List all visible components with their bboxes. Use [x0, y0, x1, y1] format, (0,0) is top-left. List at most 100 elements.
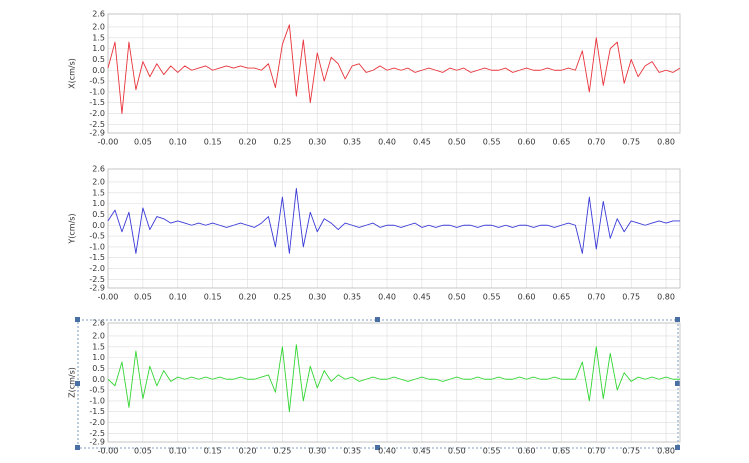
x-tick-label: 0.80 [657, 138, 675, 147]
signal-line [107, 24, 681, 114]
y-tick-label: -1.5 [89, 98, 105, 107]
y-tick-label: -2.5 [89, 120, 105, 129]
x-tick-label: 0.10 [169, 447, 187, 456]
x-tick-label: 0.80 [657, 447, 675, 456]
y-tick-label: 1.5 [92, 188, 105, 197]
x-tick-label: 0.15 [204, 293, 222, 302]
y-tick-label: -2.9 [89, 438, 105, 447]
y-tick-label: 2.0 [92, 331, 105, 340]
y-tick-label: 2.0 [92, 177, 105, 186]
y-tick-label: 1.0 [92, 353, 105, 362]
signal-line [107, 188, 680, 254]
x-tick-label: 0.35 [343, 447, 361, 456]
handle [675, 317, 680, 322]
x-tick-label: 0.40 [378, 293, 396, 302]
x-tick-label: 0.60 [518, 447, 536, 456]
y-tick-label: -1.0 [89, 242, 105, 251]
handle [75, 317, 80, 322]
x-tick-label: 0.10 [169, 293, 187, 302]
y-tick-label: -2.9 [89, 129, 105, 138]
x-tick-label: 0.80 [657, 293, 675, 302]
x-tick-label: 0.30 [308, 293, 326, 302]
x-tick-label: 0.70 [587, 293, 605, 302]
y-tick-label: 0.0 [92, 66, 105, 75]
y-tick-label: -0.5 [89, 386, 105, 395]
y-tick-label: -1.0 [89, 87, 105, 96]
handle [675, 445, 680, 450]
x-tick-label: -0.00 [98, 447, 119, 456]
x-tick-label: 0.05 [134, 138, 152, 147]
y-axis-label: X(cm/s) [68, 58, 77, 89]
x-tick-label: 0.75 [622, 447, 640, 456]
handle [375, 317, 380, 322]
plot-frame [107, 13, 681, 134]
plot-frame [107, 168, 681, 289]
x-tick-label: 0.30 [308, 138, 326, 147]
y-tick-label: 1.5 [92, 33, 105, 42]
y-tick-label: 0.5 [92, 55, 105, 64]
handle [75, 381, 80, 386]
y-tick-label: -2.0 [89, 418, 105, 427]
x-tick-label: 0.35 [343, 138, 361, 147]
y-tick-label: 1.5 [92, 342, 105, 351]
x-tick-label: 0.25 [273, 447, 291, 456]
handle [75, 445, 80, 450]
x-tick-label: 0.05 [134, 447, 152, 456]
x-tick-label: 0.40 [378, 138, 396, 147]
x-tick-label: 0.55 [483, 293, 501, 302]
y-tick-label: -2.5 [89, 275, 105, 284]
y-tick-label: -1.5 [89, 407, 105, 416]
x-tick-label: 0.25 [273, 293, 291, 302]
x-tick-label: 0.45 [413, 447, 431, 456]
y-tick-label: 1.0 [92, 44, 105, 53]
x-tick-label: 0.15 [204, 447, 222, 456]
plot-frame [107, 322, 681, 443]
y-axis-label: Z(cm/s) [68, 367, 77, 398]
x-tick-label: 0.25 [273, 138, 291, 147]
x-tick-label: -0.00 [98, 293, 119, 302]
y-tick-label: 2.0 [92, 22, 105, 31]
x-tick-label: 0.20 [239, 293, 257, 302]
y-tick-label: 2.6 [92, 319, 105, 328]
x-tick-label: 0.50 [448, 447, 466, 456]
y-tick-label: -1.5 [89, 253, 105, 262]
x-tick-label: 0.65 [553, 293, 571, 302]
x-tick-label: 0.75 [622, 293, 640, 302]
x-tick-label: 0.60 [518, 138, 536, 147]
x-tick-label: 0.65 [553, 138, 571, 147]
x-tick-label: 0.35 [343, 293, 361, 302]
x-tick-label: 0.10 [169, 138, 187, 147]
x-tick-label: -0.00 [98, 138, 119, 147]
x-tick-label: 0.15 [204, 138, 222, 147]
x-tick-label: 0.45 [413, 293, 431, 302]
x-tick-label: 0.20 [239, 447, 257, 456]
x-tick-label: 0.70 [587, 138, 605, 147]
selection-frame [77, 319, 679, 449]
y-tick-label: -0.5 [89, 232, 105, 241]
y-axis-label: Y(cm/s) [68, 213, 77, 244]
y-tick-label: -0.5 [89, 77, 105, 86]
x-tick-label: 0.05 [134, 293, 152, 302]
x-tick-label: 0.65 [553, 447, 571, 456]
x-tick-label: 0.30 [308, 447, 326, 456]
x-tick-label: 0.50 [448, 293, 466, 302]
y-tick-label: -2.0 [89, 109, 105, 118]
y-tick-label: 0.5 [92, 210, 105, 219]
signal-line [107, 344, 680, 413]
y-tick-label: -2.0 [89, 264, 105, 273]
x-tick-label: 0.75 [622, 138, 640, 147]
y-tick-label: -1.0 [89, 396, 105, 405]
y-tick-label: 2.6 [92, 165, 105, 174]
handle [375, 445, 380, 450]
y-tick-label: 0.0 [92, 221, 105, 230]
y-tick-label: 0.0 [92, 375, 105, 384]
x-tick-label: 0.70 [587, 447, 605, 456]
y-tick-label: 0.5 [92, 364, 105, 373]
x-tick-label: 0.45 [413, 138, 431, 147]
x-tick-label: 0.20 [239, 138, 257, 147]
x-tick-label: 0.50 [448, 138, 466, 147]
y-tick-label: -2.9 [89, 284, 105, 293]
y-tick-label: -2.5 [89, 429, 105, 438]
x-tick-label: 0.55 [483, 447, 501, 456]
